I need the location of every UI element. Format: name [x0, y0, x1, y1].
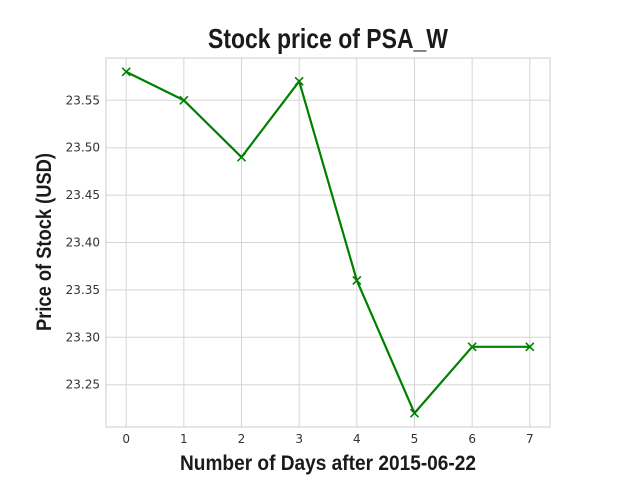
- x-tick-label: 6: [468, 432, 476, 446]
- grid-lines: [106, 58, 550, 427]
- data-point-marker: [525, 342, 535, 352]
- y-tick-label: 23.50: [66, 141, 100, 155]
- chart-title: Stock price of PSA_W: [208, 23, 448, 54]
- x-tick-label: 3: [295, 432, 303, 446]
- y-tick-label: 23.40: [66, 236, 100, 250]
- x-tick-label: 2: [238, 432, 246, 446]
- x-tick-label: 7: [526, 432, 534, 446]
- plot-frame: [105, 57, 551, 428]
- x-axis-ticks: 0 1 2 3 4 5 6 7: [122, 432, 533, 446]
- data-point-marker: [179, 95, 189, 105]
- y-tick-label: 23.25: [66, 378, 100, 392]
- data-point-marker: [121, 67, 131, 77]
- x-tick-label: 0: [122, 432, 130, 446]
- y-axis-label: Price of Stock (USD): [33, 153, 56, 331]
- y-tick-label: 23.55: [66, 93, 100, 107]
- x-tick-label: 1: [180, 432, 188, 446]
- y-axis-ticks: 23.25 23.30 23.35 23.40 23.45 23.50 23.55: [66, 93, 100, 391]
- series-group: [121, 67, 535, 418]
- data-point-marker: [352, 275, 362, 285]
- data-point-marker: [294, 76, 304, 86]
- data-point-marker: [467, 342, 477, 352]
- data-point-marker: [236, 152, 247, 162]
- x-tick-label: 4: [353, 432, 361, 446]
- y-tick-label: 23.45: [66, 188, 100, 202]
- data-point-marker: [409, 408, 420, 418]
- x-axis-label: Number of Days after 2015-06-22: [180, 452, 476, 475]
- y-tick-label: 23.30: [66, 330, 100, 344]
- x-tick-label: 5: [411, 432, 419, 446]
- y-tick-label: 23.35: [66, 283, 100, 297]
- series-line: [125, 70, 531, 415]
